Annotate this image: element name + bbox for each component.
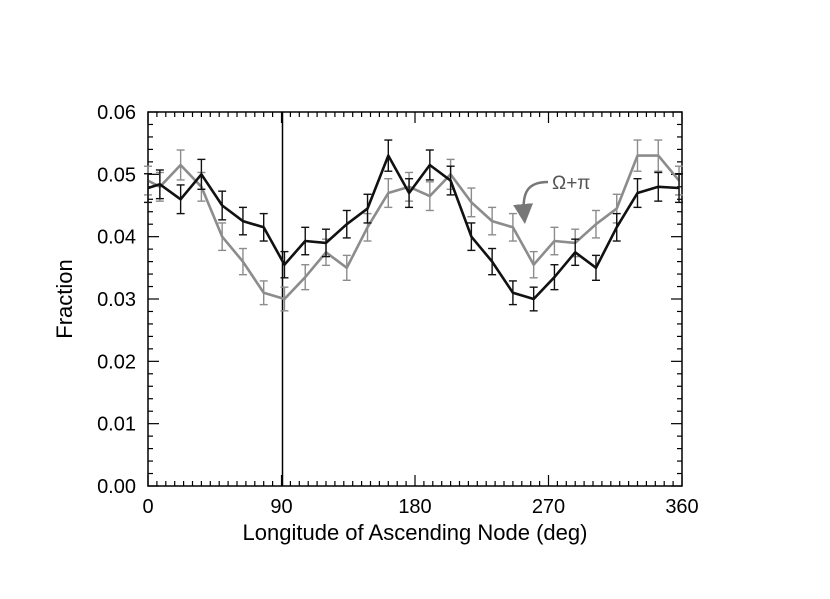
y-tick-label: 0.06 <box>97 102 136 124</box>
x-tick-label: 90 <box>270 496 292 518</box>
error-bar <box>197 158 206 190</box>
error-bar <box>488 247 497 276</box>
x-tick-label: 0 <box>142 496 153 518</box>
error-bar <box>591 209 600 239</box>
error-bar <box>280 286 289 312</box>
y-tick-label: 0.05 <box>97 164 136 186</box>
error-bar <box>425 181 434 212</box>
error-bar <box>280 250 289 279</box>
error-bar <box>238 206 247 236</box>
y-axis-title: Fraction <box>52 259 77 338</box>
error-bar <box>467 222 476 252</box>
error-bar <box>363 193 372 224</box>
error-bar <box>144 173 152 204</box>
y-tick-label: 0.00 <box>97 476 136 498</box>
error-bar <box>529 250 538 279</box>
error-bar <box>633 139 642 172</box>
annotation-arrow <box>513 180 549 224</box>
error-bar <box>218 222 227 252</box>
x-tick-label: 360 <box>665 496 698 518</box>
error-bar <box>384 177 393 209</box>
x-tick-label: 270 <box>532 496 565 518</box>
error-bar <box>550 226 559 256</box>
error-bar <box>550 264 559 291</box>
y-tick-label: 0.04 <box>97 227 136 249</box>
error-bar <box>301 226 310 256</box>
error-bar <box>259 212 268 242</box>
series-line <box>147 154 680 301</box>
error-bar <box>176 184 185 215</box>
error-bar <box>218 190 227 221</box>
error-bar <box>322 228 330 258</box>
error-bar <box>446 165 455 196</box>
x-tick-label: 180 <box>398 496 431 518</box>
error-bar <box>155 169 164 200</box>
error-bar <box>654 139 663 172</box>
error-bar <box>529 286 538 312</box>
error-bar <box>176 149 185 181</box>
axis-ticks <box>147 111 683 487</box>
x-axis-title: Longitude of Ascending Node (deg) <box>243 520 588 545</box>
error-bar <box>508 280 517 306</box>
error-bar <box>301 264 310 291</box>
error-bar <box>488 206 497 236</box>
annotation-label: Ω+π <box>552 173 590 194</box>
plot-frame <box>147 111 683 487</box>
error-bar <box>425 149 434 181</box>
y-tick-label: 0.01 <box>97 414 136 436</box>
error-bar <box>571 238 580 267</box>
error-bar <box>405 177 414 209</box>
error-bar <box>342 209 351 239</box>
error-bar <box>384 139 393 172</box>
error-bar <box>612 212 621 242</box>
y-tick-label: 0.02 <box>97 351 136 373</box>
error-bar <box>591 254 600 281</box>
error-bar <box>467 187 476 218</box>
tick-labels: 0 90 180 270 360 0.00 0.01 0.02 0.03 0.04 0.05 0.06 <box>97 102 699 518</box>
error-bar <box>675 173 684 204</box>
series-layer <box>144 139 684 312</box>
series-omega-plus-pi <box>144 139 684 312</box>
error-bar <box>342 254 351 281</box>
series-omega <box>144 139 684 312</box>
error-bar <box>259 280 268 306</box>
error-bar <box>238 247 247 276</box>
series-line <box>147 154 681 301</box>
error-bar <box>633 177 642 209</box>
y-tick-label: 0.03 <box>97 289 136 311</box>
error-bar <box>654 171 663 202</box>
